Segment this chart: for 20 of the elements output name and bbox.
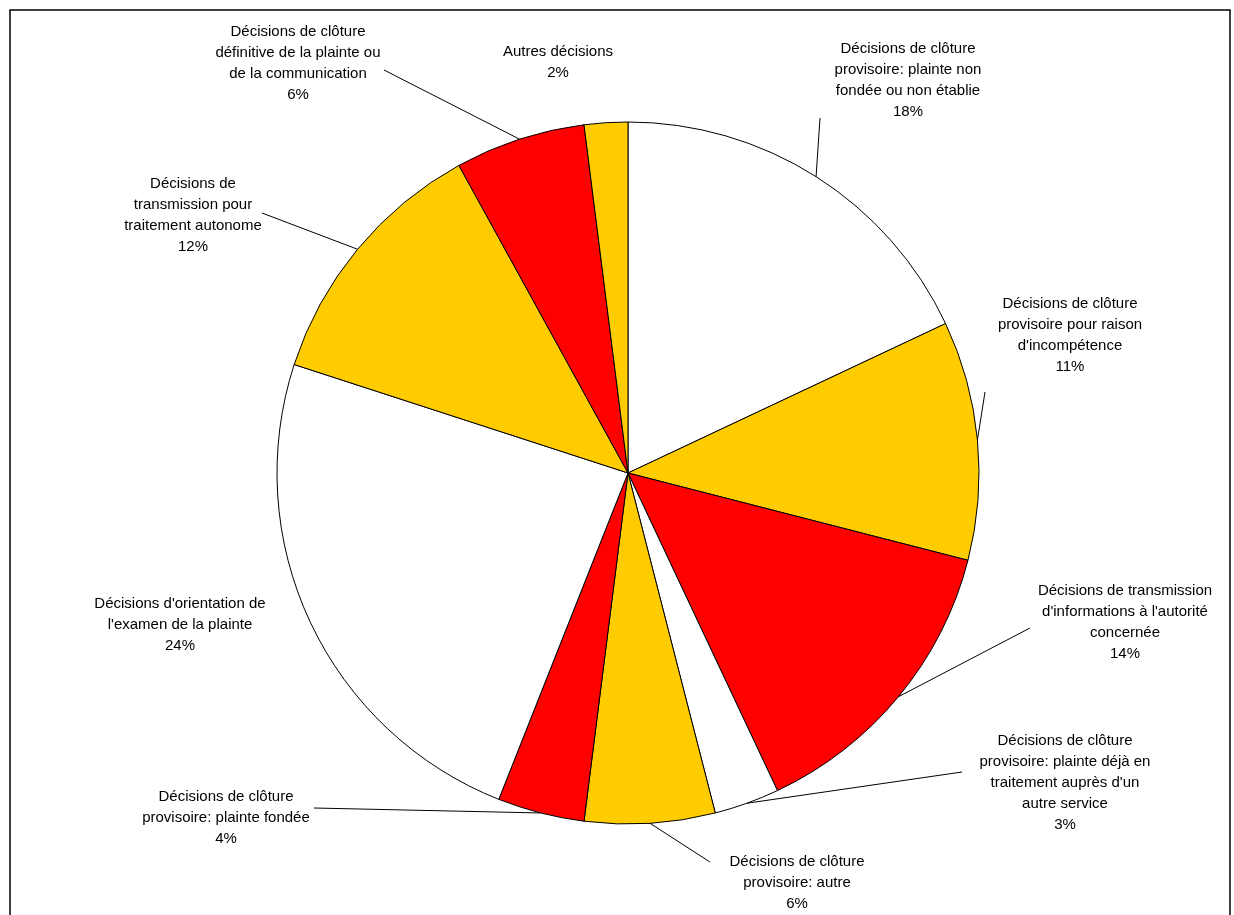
slice-label: Décisions de transmission pour traitement autonome xyxy=(124,174,262,233)
slice-label: Décisions de transmission d'informations à l'autorité concernée xyxy=(1037,581,1213,640)
slice-label: Décisions de clôture provisoire: plainte fondée xyxy=(142,787,310,825)
slice-label: Décisions de clôture provisoire: plainte non fondée ou non établie xyxy=(834,39,982,98)
data-label: 3% xyxy=(1054,815,1076,832)
slice-label: Autres décisions xyxy=(502,42,614,59)
data-label: 2% xyxy=(547,63,569,80)
slice-label: Décisions de clôture provisoire: plainte déjà en traitement auprès d'un autre service xyxy=(979,731,1151,811)
data-label: 18% xyxy=(892,102,924,119)
slice-label: Décisions de clôture provisoire pour raison d'incompétence xyxy=(997,294,1143,353)
data-label: 24% xyxy=(164,636,196,653)
data-label: 12% xyxy=(177,237,209,254)
data-label: 4% xyxy=(215,829,237,846)
data-label: 6% xyxy=(287,85,309,102)
slice-label: Décisions de clôture définitive de la plainte ou de la communication xyxy=(215,22,381,81)
data-label: 6% xyxy=(786,894,808,911)
slice-label: Décisions d'orientation de l'examen de la plainte xyxy=(94,594,266,632)
data-label: 14% xyxy=(1109,644,1141,661)
slice-label: Décisions de clôture provisoire: autre xyxy=(729,852,865,890)
data-label: 11% xyxy=(1055,357,1085,374)
